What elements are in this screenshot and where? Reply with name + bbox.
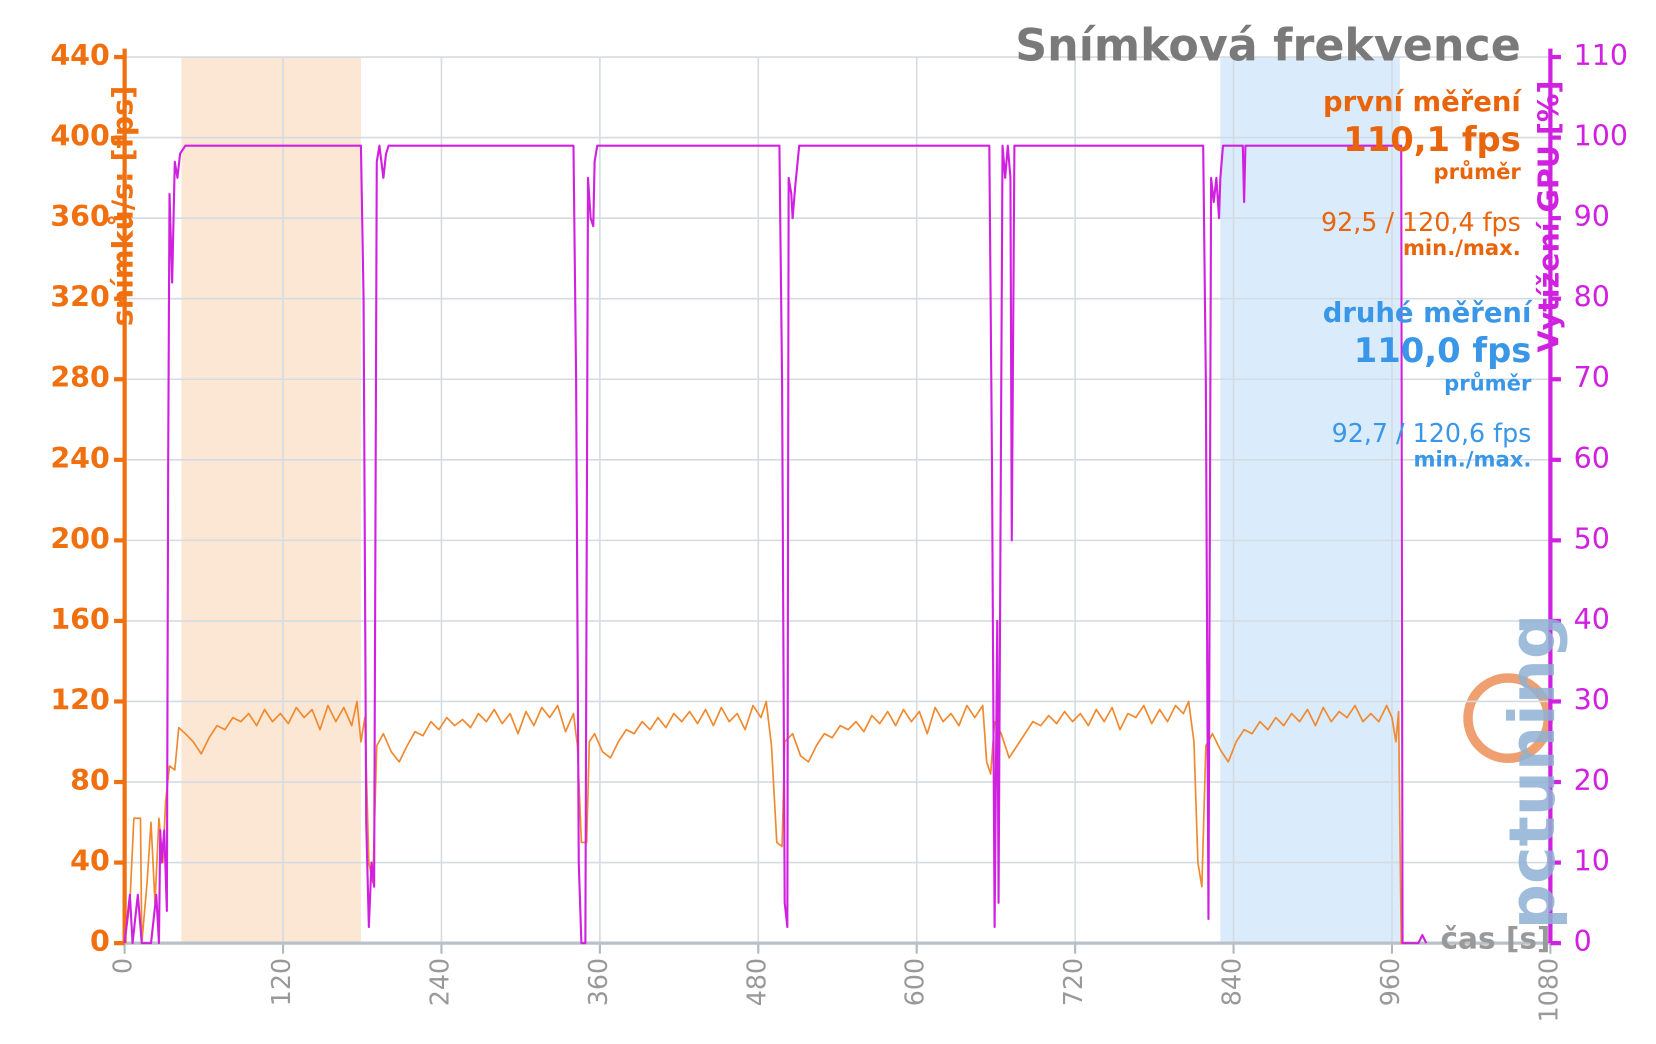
y-tick-label: 440: [50, 39, 109, 72]
annotation: 92,7 / 120,6 fps: [1332, 418, 1532, 448]
y-tick-label: 400: [50, 120, 109, 153]
chart-title: Snímková frekvence: [1015, 21, 1521, 72]
y2-tick-label: 90: [1574, 200, 1610, 233]
y-tick-label: 160: [50, 603, 109, 636]
y-tick-label: 360: [50, 200, 109, 233]
series-line: [123, 144, 1428, 945]
annotation: min./max.: [1414, 446, 1532, 471]
annotation: 110,0 fps: [1354, 331, 1532, 370]
annotation: min./max.: [1403, 235, 1521, 260]
annotation: druhé měření: [1323, 298, 1533, 329]
x-tick-label: 0: [108, 958, 138, 974]
x-tick-label: 720: [1058, 958, 1088, 1006]
y2-axis-label: Vytížení GPU [%]: [1532, 81, 1565, 353]
y-tick-label: 320: [50, 281, 109, 314]
y-tick-label: 280: [50, 361, 109, 394]
series-line: [123, 700, 1412, 944]
annotation: první měření: [1323, 87, 1522, 118]
y-tick-label: 120: [50, 683, 109, 716]
y2-tick-label: 110: [1574, 39, 1628, 72]
annotation: průměr: [1434, 159, 1522, 184]
watermark: pctuning: [1495, 614, 1569, 930]
x-axis-label: čas [s]: [1440, 921, 1550, 955]
x-tick-label: 480: [741, 958, 771, 1006]
y2-tick-label: 40: [1574, 603, 1610, 636]
y2-tick-label: 20: [1574, 764, 1610, 797]
y2-tick-label: 50: [1574, 522, 1610, 555]
highlight-band: [181, 57, 361, 944]
x-tick-label: 240: [424, 958, 454, 1006]
y2-tick-label: 10: [1574, 845, 1610, 878]
y-tick-label: 80: [70, 764, 110, 797]
x-tick-label: 1080: [1533, 958, 1563, 1022]
annotation: průměr: [1444, 370, 1532, 395]
x-tick-label: 120: [266, 958, 296, 1006]
annotation: 92,5 / 120,4 fps: [1321, 207, 1521, 237]
y-tick-label: 40: [70, 845, 110, 878]
y2-tick-label: 100: [1574, 120, 1628, 153]
x-tick-label: 360: [583, 958, 613, 1006]
y-axis-label: snímků/s: [fps]: [107, 86, 140, 326]
x-tick-label: 600: [900, 958, 930, 1006]
annotation: 110,1 fps: [1343, 120, 1521, 159]
y2-tick-label: 80: [1574, 281, 1610, 314]
x-tick-label: 960: [1375, 958, 1405, 1006]
y2-tick-label: 0: [1574, 925, 1592, 958]
x-tick-label: 840: [1217, 958, 1247, 1006]
y-tick-label: 240: [50, 442, 109, 475]
y2-tick-label: 70: [1574, 361, 1610, 394]
y2-tick-label: 60: [1574, 442, 1610, 475]
y-tick-label: 0: [90, 925, 110, 958]
y2-tick-label: 30: [1574, 683, 1610, 716]
y-tick-label: 200: [50, 522, 109, 555]
highlight-band: [1220, 57, 1400, 944]
